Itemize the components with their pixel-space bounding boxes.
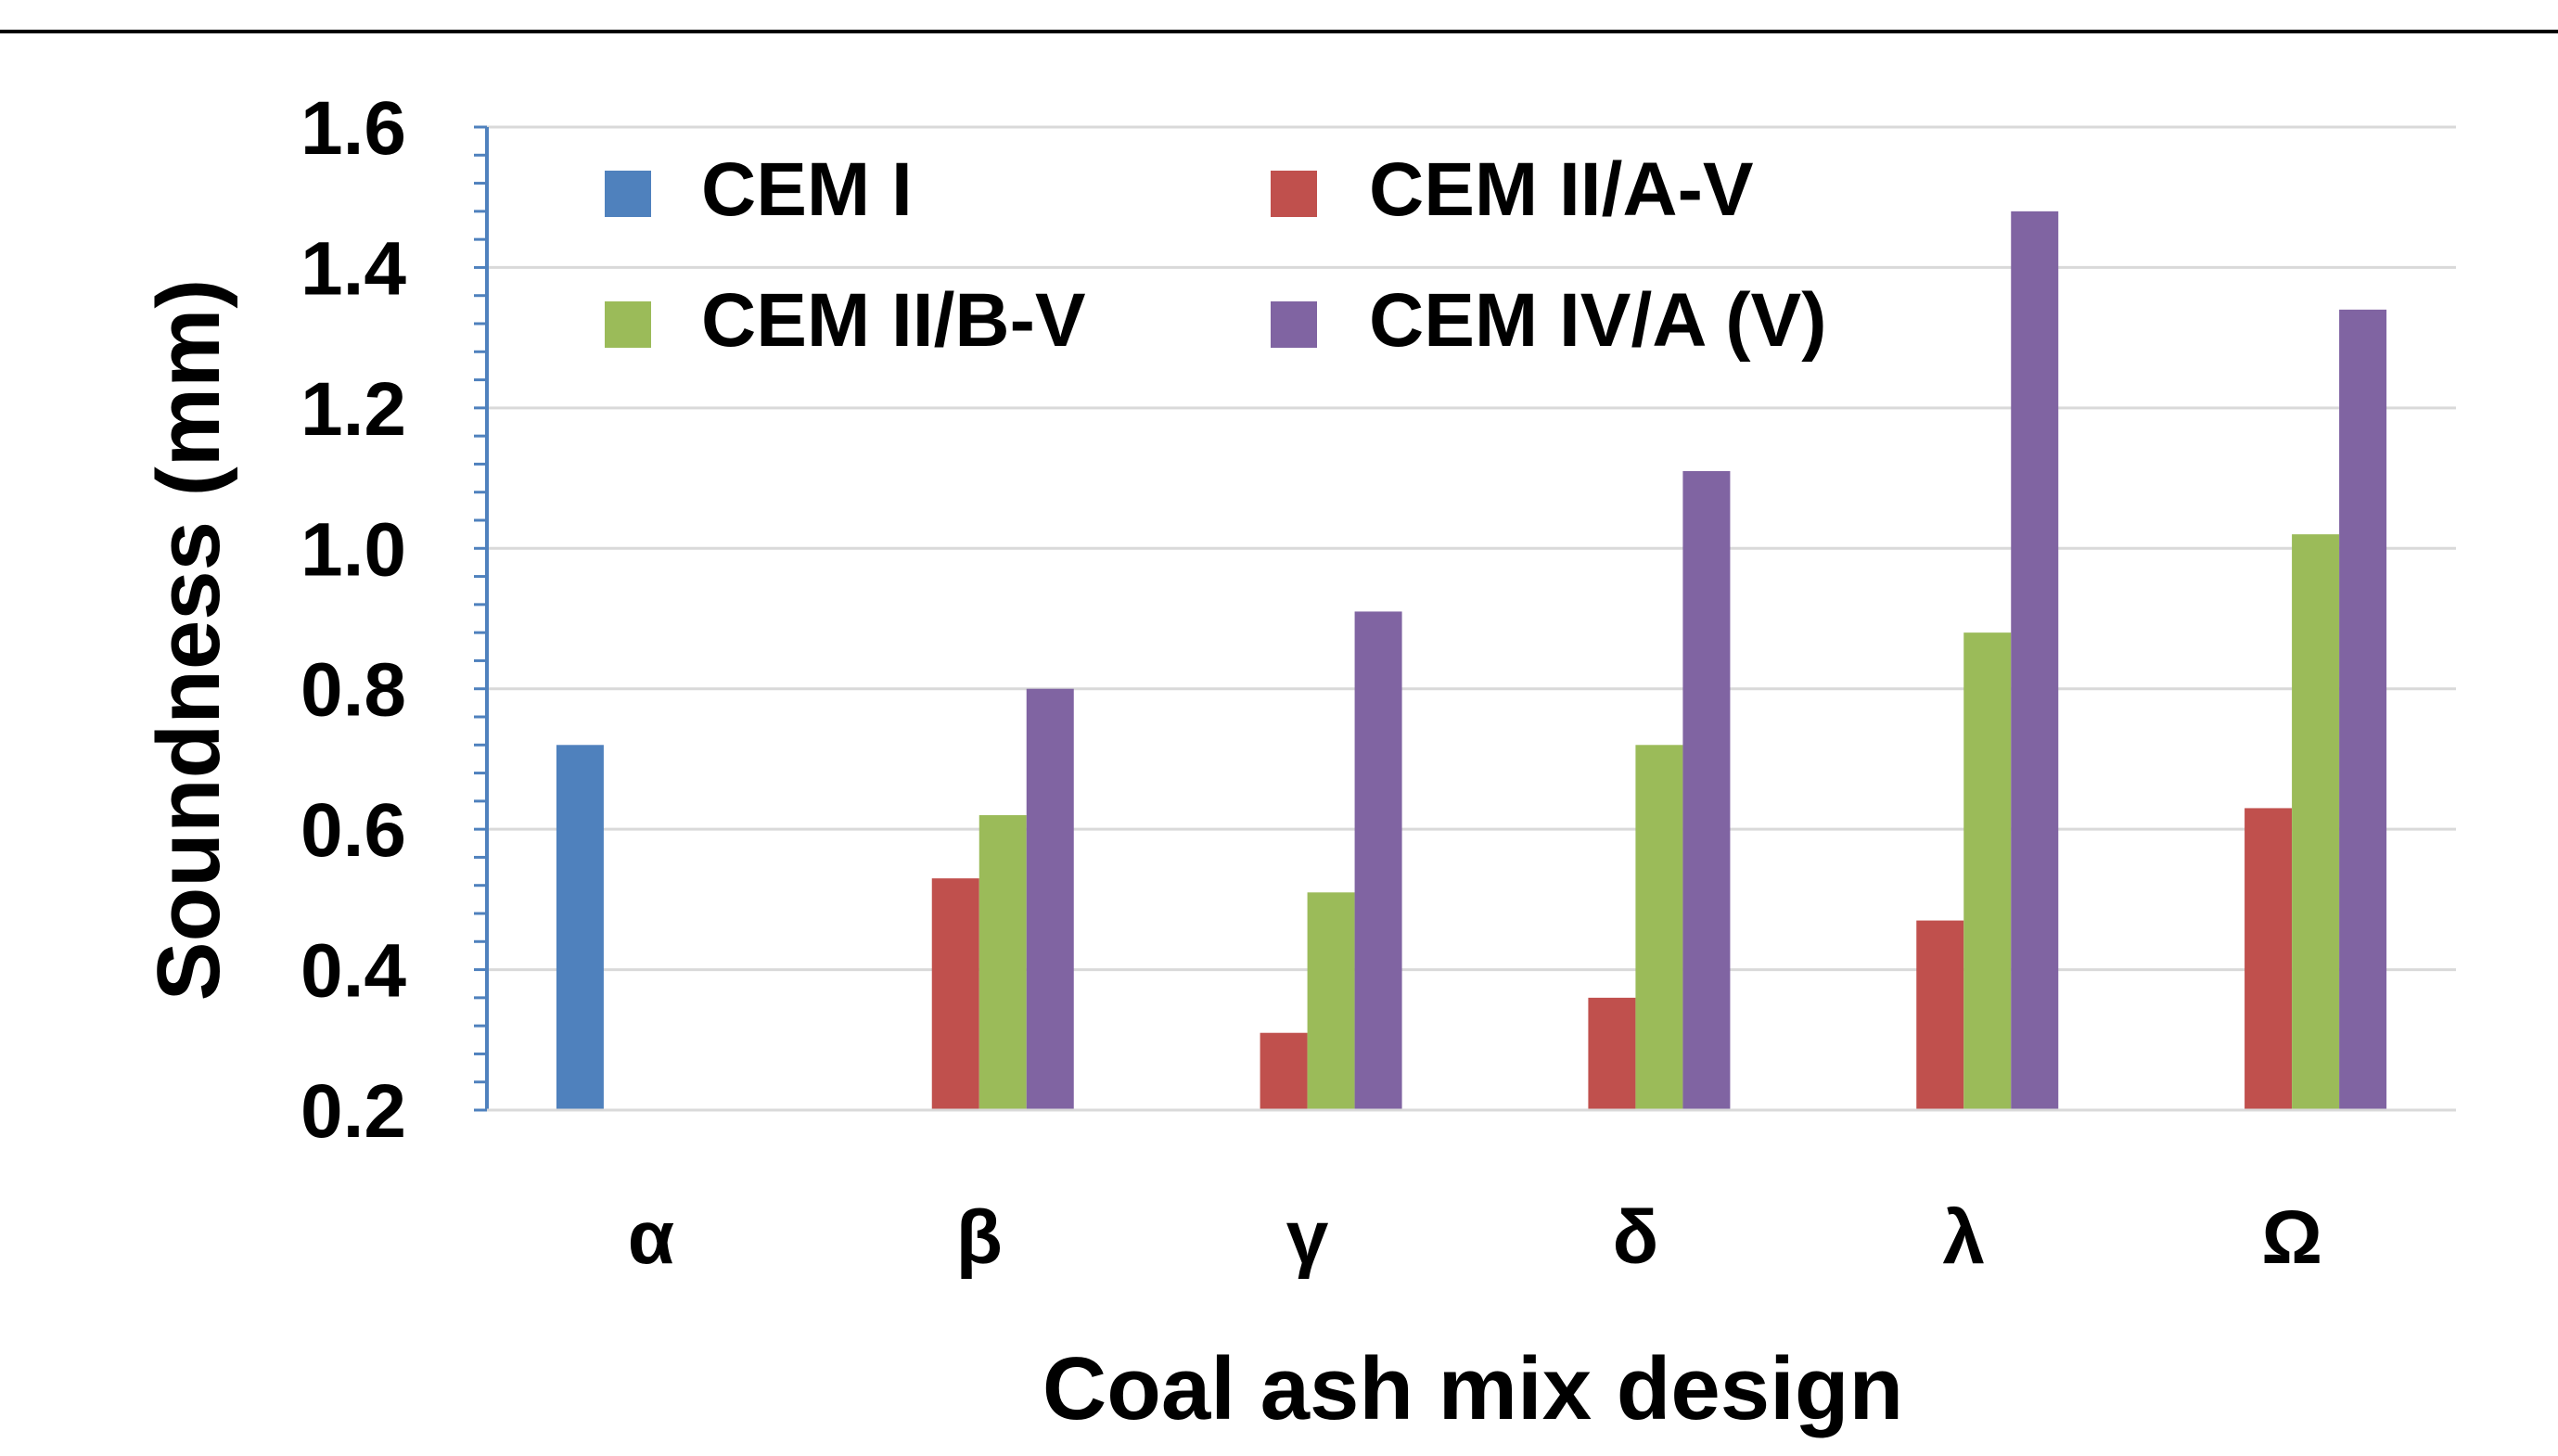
x-axis-title: Coal ash mix design: [1042, 1339, 1903, 1438]
x-tick-label: Ω: [2261, 1195, 2322, 1280]
y-tick-label: 0.6: [301, 788, 406, 873]
legend-swatch: [605, 301, 651, 348]
y-tick-labels: 0.2 0.4 0.6 0.8 1.0 1.2 1.4 1.6: [301, 86, 406, 1154]
legend-swatch: [605, 171, 651, 217]
bar: [931, 878, 979, 1110]
bar: [978, 815, 1027, 1110]
legend-label: CEM IV/A (V): [1369, 278, 1827, 363]
bar: [1963, 632, 2012, 1110]
y-tick-label: 0.8: [301, 648, 406, 733]
bars: [556, 211, 2387, 1110]
bar: [1354, 611, 1402, 1110]
legend-label: CEM I: [701, 147, 913, 232]
y-axis-title: Soundness (mm): [139, 279, 238, 1002]
x-tick-label: γ: [1286, 1195, 1329, 1280]
bar: [2011, 211, 2059, 1110]
y-tick-label: 1.0: [301, 507, 406, 592]
x-tick-label: δ: [1613, 1195, 1659, 1280]
y-tick-label: 1.2: [301, 367, 406, 452]
bar: [2339, 309, 2387, 1110]
x-tick-label: α: [628, 1195, 674, 1280]
legend: CEM I CEM II/A-V CEM II/B-V CEM IV/A (V): [605, 147, 1827, 363]
bar: [1682, 471, 1731, 1110]
x-tick-label: λ: [1942, 1195, 1985, 1280]
bar: [556, 745, 604, 1110]
legend-label: CEM II/A-V: [1369, 147, 1754, 232]
legend-swatch: [1271, 171, 1317, 217]
bar: [1026, 688, 1074, 1110]
legend-swatch: [1271, 301, 1317, 348]
bar: [1307, 892, 1355, 1110]
y-tick-label: 0.2: [301, 1069, 406, 1154]
bar: [1588, 997, 1636, 1110]
bar: [1260, 1032, 1308, 1110]
bar: [2245, 808, 2293, 1110]
y-axis: [474, 125, 2456, 1112]
y-tick-label: 1.6: [301, 86, 406, 171]
bar: [2292, 534, 2340, 1110]
y-tick-label: 1.4: [301, 226, 406, 311]
y-tick-label: 0.4: [301, 929, 406, 1014]
legend-label: CEM II/B-V: [701, 278, 1086, 363]
x-tick-label: β: [956, 1195, 1003, 1280]
bar: [1635, 745, 1683, 1110]
bar: [1916, 920, 1964, 1110]
